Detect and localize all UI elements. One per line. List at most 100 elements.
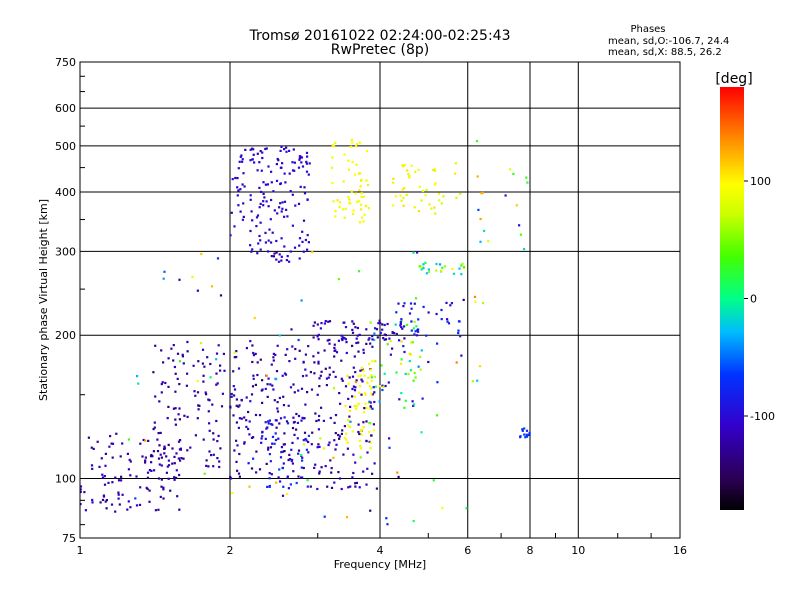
data-point: [356, 200, 359, 203]
data-point: [127, 468, 130, 471]
data-point: [300, 419, 303, 422]
data-point: [252, 457, 255, 460]
data-point: [167, 464, 171, 467]
data-point: [440, 318, 443, 321]
data-point: [152, 371, 155, 374]
data-point: [80, 490, 82, 494]
data-point: [278, 334, 281, 337]
data-point: [152, 428, 155, 431]
data-point: [261, 401, 264, 404]
data-point: [301, 459, 304, 462]
data-point: [369, 401, 372, 404]
data-point: [293, 161, 296, 164]
data-point: [240, 417, 243, 420]
data-point: [171, 447, 174, 450]
data-point: [169, 489, 172, 492]
data-point: [409, 302, 413, 305]
data-point: [326, 485, 329, 488]
data-point: [309, 485, 312, 488]
data-point: [135, 475, 138, 478]
data-point: [284, 181, 287, 184]
x-tick-label: 2: [227, 544, 234, 557]
data-point: [528, 431, 531, 435]
data-point: [96, 440, 99, 443]
data-point: [253, 316, 256, 320]
data-point: [279, 417, 283, 420]
data-point: [269, 218, 272, 221]
data-point: [408, 352, 411, 355]
data-point: [378, 385, 381, 388]
data-point: [337, 471, 340, 474]
data-point: [346, 441, 349, 444]
y-tick-label: 200: [55, 329, 76, 342]
data-point: [386, 343, 389, 346]
data-point: [347, 419, 350, 422]
data-point: [101, 476, 105, 479]
data-point: [462, 265, 466, 269]
data-point: [320, 406, 323, 409]
data-point: [410, 164, 413, 167]
data-point: [280, 446, 283, 449]
data-point: [457, 331, 460, 335]
data-point: [519, 233, 522, 236]
data-point: [373, 375, 376, 378]
data-point: [286, 476, 289, 479]
data-point: [303, 186, 306, 189]
data-point: [412, 379, 415, 382]
data-point: [345, 351, 348, 355]
data-point: [254, 352, 257, 355]
data-point: [384, 384, 387, 388]
data-point: [379, 321, 382, 324]
data-point: [381, 384, 384, 387]
data-point: [388, 437, 391, 440]
data-point: [275, 370, 279, 373]
data-point: [412, 403, 416, 406]
data-point: [358, 385, 362, 388]
data-point: [262, 200, 265, 203]
data-point: [424, 261, 427, 264]
data-point: [285, 150, 288, 153]
data-point: [162, 486, 165, 489]
data-point: [371, 345, 374, 348]
data-point: [222, 352, 225, 355]
data-point: [402, 305, 405, 308]
data-point: [254, 383, 257, 386]
data-point: [421, 397, 424, 400]
data-point: [245, 347, 248, 350]
data-point: [383, 323, 386, 327]
data-point: [240, 398, 243, 402]
data-point: [231, 178, 234, 181]
data-point: [120, 479, 123, 482]
data-point: [160, 485, 163, 488]
data-point: [278, 253, 281, 256]
data-point: [302, 439, 305, 442]
data-point: [378, 400, 381, 403]
data-point: [196, 380, 199, 383]
data-point: [338, 437, 341, 440]
data-point: [292, 470, 295, 473]
data-point: [382, 337, 385, 340]
data-point: [176, 495, 179, 498]
data-point: [382, 385, 385, 388]
data-point: [212, 453, 215, 456]
data-point: [326, 339, 329, 342]
data-point: [236, 444, 239, 447]
data-point: [248, 433, 251, 436]
data-point: [349, 405, 352, 408]
data-point: [361, 216, 364, 219]
data-point: [288, 260, 291, 263]
data-point: [347, 382, 350, 385]
data-point: [265, 200, 268, 203]
data-point: [196, 391, 200, 394]
data-point: [178, 418, 181, 421]
data-point: [120, 475, 123, 478]
data-point: [450, 302, 453, 305]
data-point: [286, 255, 289, 258]
data-point: [217, 434, 220, 437]
data-point: [291, 161, 294, 164]
data-point: [440, 202, 443, 205]
data-point: [286, 492, 289, 496]
data-point: [292, 383, 295, 386]
data-point: [327, 376, 330, 379]
data-point: [160, 349, 163, 352]
